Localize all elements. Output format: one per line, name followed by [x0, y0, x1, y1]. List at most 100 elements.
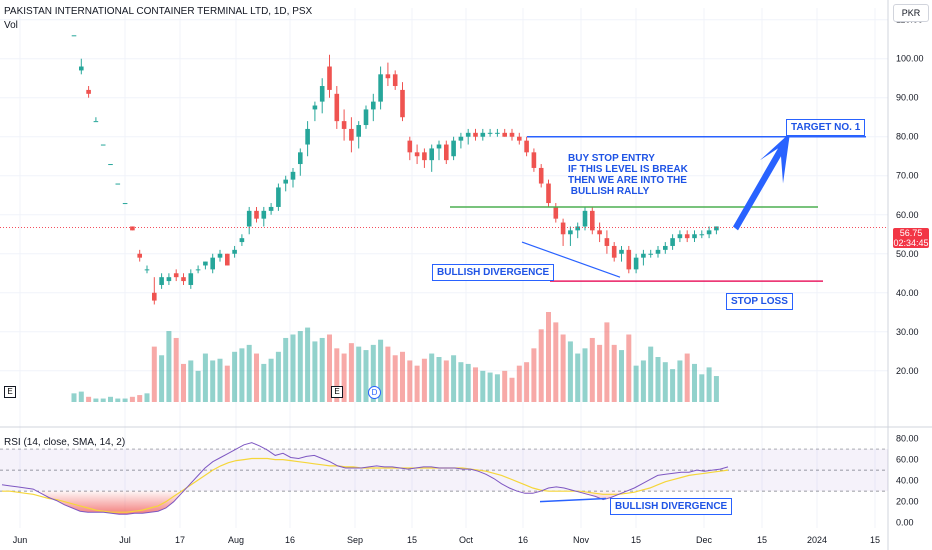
candle-body: [363, 109, 369, 126]
rsi-line: [1, 442, 729, 515]
volume-bar: [159, 355, 165, 402]
volume-bar: [71, 393, 77, 402]
time-tick-label: 16: [518, 535, 528, 545]
bullish-divergence-rsi-annotation[interactable]: BULLISH DIVERGENCE: [610, 498, 733, 515]
volume-bar: [246, 344, 252, 402]
symbol-title[interactable]: PAKISTAN INTERNATIONAL CONTAINER TERMINA…: [4, 6, 313, 17]
volume-bar: [363, 350, 369, 402]
candle-body: [400, 89, 405, 118]
price-tick-label: 30.00: [896, 327, 919, 337]
candle-body: [495, 132, 500, 134]
rsi-pane: [0, 442, 888, 515]
candle-body: [458, 136, 464, 141]
volume-bar: [699, 374, 705, 402]
rsi-tick-label: 60.00: [896, 455, 919, 465]
volume-bar: [670, 369, 676, 402]
price-candles: [71, 35, 719, 305]
price-tick-label: 100.00: [896, 54, 924, 64]
candle-body: [502, 132, 507, 137]
earnings-event-icon[interactable]: E: [4, 386, 16, 398]
candle-body: [217, 253, 223, 258]
rsi-label[interactable]: RSI (14, close, SMA, 14, 2): [4, 437, 126, 448]
volume-bar: [619, 350, 624, 402]
volume-bar: [166, 331, 172, 402]
volume-bar: [509, 377, 515, 402]
volume-bar: [546, 312, 551, 402]
candle-body: [166, 277, 172, 282]
candle-body: [633, 257, 639, 270]
volume-bar: [327, 334, 332, 402]
volume-bar: [640, 360, 646, 402]
current-price-value: 56.75: [899, 228, 923, 238]
volume-bar: [582, 348, 588, 402]
candle-body: [86, 89, 91, 94]
candle-body: [203, 261, 208, 266]
volume-bar: [436, 357, 442, 402]
volume-bar: [575, 353, 581, 402]
candle-body: [648, 253, 653, 255]
candle-body: [261, 210, 267, 219]
candle-body: [312, 105, 318, 110]
candle-body: [144, 269, 150, 271]
volume-bar: [626, 334, 632, 402]
volume-bar: [604, 322, 610, 402]
volume-bar: [684, 353, 690, 402]
candle-body: [100, 144, 106, 146]
candle-body: [327, 66, 332, 90]
candle-body: [276, 187, 281, 207]
volume-bar: [392, 355, 398, 402]
volume-bar: [290, 334, 296, 402]
volume-bar: [429, 353, 435, 402]
volume-bar: [173, 337, 179, 402]
candle-body: [575, 226, 580, 231]
rsi-tick-label: 80.00: [896, 434, 919, 444]
price-tick-label: 60.00: [896, 210, 919, 220]
dividend-event-icon[interactable]: D: [368, 386, 381, 399]
volume-bar: [443, 360, 449, 402]
currency-button[interactable]: PKR: [893, 4, 929, 22]
candle-body: [480, 132, 486, 137]
candle-body: [414, 152, 420, 157]
candle-body: [611, 245, 617, 258]
volume-bar: [129, 396, 135, 402]
volume-bar: [451, 355, 457, 402]
volume-bar: [655, 357, 661, 402]
earnings-event-icon[interactable]: E: [331, 386, 343, 398]
stop-loss-annotation[interactable]: STOP LOSS: [726, 293, 793, 310]
volume-bar: [692, 363, 697, 402]
candle-body: [509, 132, 515, 137]
volume-bar: [86, 396, 92, 402]
time-tick-label: 15: [631, 535, 641, 545]
target-annotation[interactable]: TARGET NO. 1: [786, 119, 866, 136]
time-tick-label: Nov: [573, 535, 590, 545]
candle-body: [429, 148, 434, 161]
candle-body: [538, 167, 544, 184]
candle-body: [93, 121, 99, 123]
volume-bar: [297, 331, 303, 402]
bullish-divergence-price-annotation[interactable]: BULLISH DIVERGENCE: [432, 264, 555, 281]
price-tick-label: 70.00: [896, 171, 919, 181]
price-tick-label: 50.00: [896, 249, 919, 259]
candle-body: [568, 230, 573, 235]
volume-bar: [414, 365, 420, 402]
volume-bar: [400, 351, 405, 402]
candle-body: [334, 93, 340, 122]
candle-body: [451, 140, 456, 157]
candle-body: [232, 249, 237, 254]
candle-body: [371, 101, 376, 110]
volume-bar: [137, 395, 143, 402]
time-tick-label: 15: [407, 535, 417, 545]
rsi-tick-label: 0.00: [896, 518, 914, 528]
buy-stop-annotation[interactable]: BUY STOP ENTRY IF THIS LEVEL IS BREAK TH…: [568, 153, 688, 197]
volume-bar: [407, 360, 413, 402]
candle-body: [560, 222, 566, 235]
volume-bar: [502, 370, 508, 402]
candle-body: [524, 140, 529, 153]
volume-bar: [348, 343, 354, 402]
volume-bar: [516, 365, 522, 402]
volume-bar: [713, 376, 719, 402]
candle-body: [283, 179, 288, 184]
candle-body: [422, 152, 427, 161]
candle-body: [655, 249, 661, 254]
